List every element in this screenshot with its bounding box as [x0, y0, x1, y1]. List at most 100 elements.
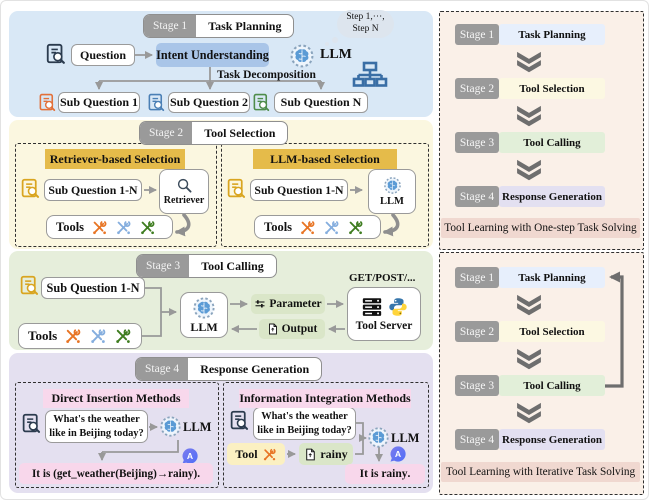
stage3-tools-box: Tools — [18, 323, 142, 349]
llm-sel-doc-icon — [226, 178, 247, 199]
cloud-line1: Step 1,⋯, — [346, 12, 385, 23]
question-line2: like in Beijing today? — [49, 427, 144, 439]
retriever-tools-box: Tools — [46, 215, 173, 239]
server-icon — [361, 296, 383, 318]
question-line2: like in Beijing today? — [257, 424, 352, 436]
wrench-icon — [89, 327, 107, 345]
tool-server-label: Tool Server — [355, 320, 413, 332]
retriever-selection-box — [15, 143, 217, 247]
sub-question2-box: Sub Question 2 — [168, 92, 250, 113]
iterative-stage1-label: Task Planning — [499, 267, 605, 288]
stage2-badge: Stage 2 — [140, 122, 193, 144]
tool-label: Tool — [235, 446, 258, 461]
wrench-icon — [139, 219, 156, 236]
llm-brain-icon — [192, 296, 216, 320]
direct-insertion-box — [15, 382, 219, 488]
onestep-caption: Tool Learning with One-step Task Solving — [441, 218, 640, 238]
integration-llm-label: LLM — [391, 431, 420, 445]
tools-label: Tools — [264, 219, 293, 234]
stage3-pill: Stage 3 Tool Calling — [136, 254, 277, 278]
stage1-pill: Stage 1 Task Planning — [143, 14, 295, 38]
sub-question1-doc-icon — [38, 93, 57, 112]
task-decomposition-label: Task Decomposition — [217, 69, 316, 81]
onestep-stage4-badge: Stage 4 — [455, 186, 499, 207]
chevron-down-icon — [514, 348, 544, 370]
wrench-icon — [114, 327, 132, 345]
llm-brain-icon — [159, 415, 182, 438]
answer-suffix: . — [197, 467, 201, 480]
llm-brain-icon — [367, 426, 390, 449]
wrench-icon — [299, 219, 316, 236]
iterative-stage4-badge: Stage 4 — [455, 429, 499, 450]
retriever-selection-header: Retriever-based Selection — [45, 149, 185, 169]
cloud-bump — [325, 42, 329, 46]
rainy-result-box: rainy — [299, 443, 353, 465]
llm-selector-box: LLM — [368, 169, 416, 214]
information-integration-box — [223, 382, 429, 488]
integration-answer-box: It is rainy. — [345, 464, 425, 484]
stage3-doc-icon — [19, 275, 40, 296]
hierarchy-tree-icon — [352, 61, 388, 91]
llm-selector-label: LLM — [380, 196, 404, 207]
answer-code: (get_weather(Beijing)→rainy) — [53, 467, 198, 480]
direct-insertion-header: Direct Insertion Methods — [43, 389, 189, 408]
direct-llm-label: LLM — [183, 420, 212, 434]
question-line1: What's the weather — [261, 410, 348, 422]
wrench-icon — [64, 327, 82, 345]
sub-questionN-doc-icon — [252, 93, 271, 112]
wrench-icon — [262, 447, 277, 462]
stage4-title: Response Generation — [200, 361, 310, 376]
retriever-subquestion-box: Sub Question 1-N — [44, 179, 142, 201]
answer-bold: rainy — [381, 468, 408, 480]
python-icon — [388, 297, 408, 317]
integration-question-box: What's the weather like in Beijing today… — [253, 407, 356, 440]
iterative-caption: Tool Learning with Iterative Task Solvin… — [441, 462, 640, 482]
llm-selection-box — [221, 143, 429, 247]
direct-answer-box: It is (get_weather(Beijing)→rainy). — [19, 463, 213, 484]
chevron-down-icon — [514, 402, 544, 424]
output-box: Output — [259, 319, 325, 339]
onestep-stage3-badge: Stage 3 — [455, 132, 499, 153]
llm-sel-tools-box: Tools — [254, 215, 381, 239]
retriever-label: Retriever — [163, 195, 205, 206]
chevron-down-icon — [514, 159, 544, 181]
stage3-llm-label: LLM — [190, 319, 218, 334]
wrench-icon — [91, 219, 108, 236]
answer-badge-icon — [389, 445, 407, 463]
cloud-line2: Step N — [352, 24, 379, 34]
stage3-title: Tool Calling — [201, 258, 264, 273]
document-icon — [304, 448, 317, 461]
wrench-icon — [115, 219, 132, 236]
retriever-box: Retriever — [159, 169, 209, 214]
iterative-stage3-label: Tool Calling — [499, 375, 605, 396]
iterative-panel — [439, 252, 644, 495]
iterative-stage2-label: Tool Selection — [499, 321, 605, 342]
question-doc-icon — [45, 43, 67, 65]
wrench-icon — [347, 219, 364, 236]
stage1-badge: Stage 1 — [144, 15, 197, 37]
sub-question2-doc-icon — [147, 93, 166, 112]
stage1-title: Task Planning — [208, 18, 282, 33]
result-label: rainy — [320, 446, 348, 461]
stage3-badge: Stage 3 — [137, 255, 190, 277]
intent-understanding-box: Intent Understanding — [156, 43, 269, 67]
stage4-badge: Stage 4 — [136, 358, 189, 380]
onestep-stage1-label: Task Planning — [499, 24, 605, 45]
sliders-icon — [254, 298, 266, 310]
onestep-stage4-label: Response Generation — [499, 186, 605, 207]
stage4-pill: Stage 4 Response Generation — [135, 357, 323, 381]
onestep-stage2-badge: Stage 2 — [455, 78, 499, 99]
answer-prefix: It is — [359, 468, 382, 480]
stage2-title: Tool Selection — [204, 125, 276, 140]
tools-label: Tools — [28, 328, 58, 343]
llm-label: LLM — [320, 47, 352, 62]
answer-prefix: It is — [31, 467, 54, 480]
parameter-label: Parameter — [269, 298, 322, 310]
sub-question1-box: Sub Question 1 — [58, 92, 140, 113]
direct-doc-icon — [21, 413, 42, 434]
output-label: Output — [281, 323, 318, 335]
iterative-stage4-label: Response Generation — [499, 429, 605, 450]
llm-sel-subquestion-box: Sub Question 1-N — [250, 179, 348, 201]
retriever-doc-icon — [20, 178, 41, 199]
